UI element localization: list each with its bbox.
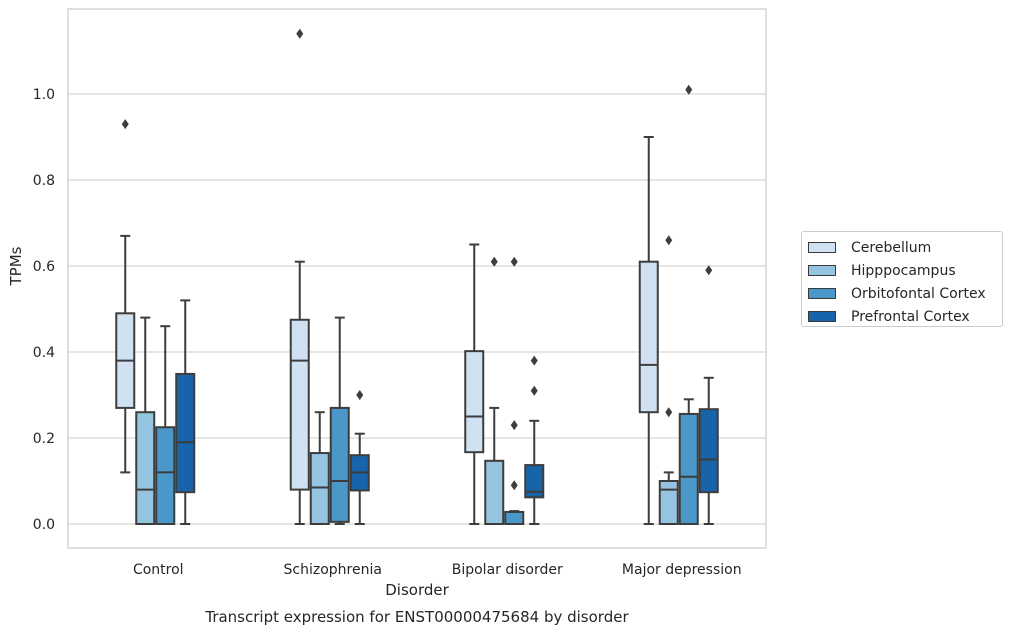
box-3-0 bbox=[175, 299, 196, 525]
box-body bbox=[155, 426, 176, 525]
x-tick-label: Major depression bbox=[622, 562, 742, 578]
y-tick-label: 0.2 bbox=[33, 431, 55, 447]
box-body bbox=[638, 260, 659, 414]
box-2-1 bbox=[329, 316, 350, 525]
box-body bbox=[504, 510, 525, 525]
box-0-3 bbox=[638, 136, 659, 525]
legend-item-orbitofrontal-cortex: Orbitofontal Cortex bbox=[808, 282, 1002, 305]
outlier-point bbox=[121, 119, 129, 130]
outlier-point bbox=[665, 407, 673, 418]
box-1-2 bbox=[484, 256, 505, 526]
y-tick-label: 1.0 bbox=[33, 87, 55, 103]
box-body bbox=[309, 452, 330, 525]
y-axis-label: TPMs bbox=[7, 246, 25, 286]
outlier-point bbox=[510, 420, 518, 431]
box-0-1 bbox=[289, 28, 310, 525]
box-3-2 bbox=[524, 355, 545, 525]
outlier-point bbox=[530, 355, 538, 366]
legend-label-prefrontal-cortex: Prefrontal Cortex bbox=[851, 308, 970, 325]
box-3-1 bbox=[349, 390, 370, 525]
box-1-0 bbox=[135, 316, 156, 526]
y-tick-label: 0.4 bbox=[33, 345, 55, 361]
y-tick-label: 0.0 bbox=[33, 517, 55, 533]
legend: Cerebellum Hipppocampus Orbitofontal Cor… bbox=[801, 231, 1003, 327]
legend-item-cerebellum: Cerebellum bbox=[808, 236, 1002, 259]
legend-swatch-orbitofrontal-cortex bbox=[808, 288, 836, 299]
plot-area-frame bbox=[67, 8, 767, 549]
box-body bbox=[678, 412, 699, 526]
legend-swatch-prefrontal-cortex bbox=[808, 311, 836, 322]
box-body bbox=[135, 411, 156, 526]
boxes bbox=[115, 28, 719, 526]
box-body bbox=[175, 372, 196, 494]
chart-title: Transcript expression for ENST0000047568… bbox=[204, 608, 629, 626]
box-body bbox=[524, 464, 545, 499]
outlier-point bbox=[665, 235, 673, 246]
x-tick-label: Control bbox=[133, 562, 184, 578]
box-2-0 bbox=[155, 325, 176, 525]
box-body bbox=[484, 459, 505, 526]
legend-label-hippocampus: Hipppocampus bbox=[851, 262, 956, 279]
outlier-point bbox=[490, 256, 498, 267]
x-tick-label: Bipolar disorder bbox=[452, 562, 563, 578]
x-axis-ticks: Control Schizophrenia Bipolar disorder Majo… bbox=[133, 562, 742, 578]
legend-swatch-cerebellum bbox=[808, 242, 836, 253]
x-tick-label: Schizophrenia bbox=[284, 562, 382, 578]
box-body bbox=[329, 406, 350, 523]
box-1-1 bbox=[309, 411, 330, 525]
box-body bbox=[289, 318, 310, 491]
outlier-point bbox=[510, 480, 518, 491]
y-axis-ticks: 0.0 0.2 0.4 0.6 0.8 1.0 bbox=[33, 87, 55, 533]
box-2-2 bbox=[504, 256, 525, 525]
outlier-point bbox=[685, 84, 693, 95]
box-3-3 bbox=[698, 265, 719, 525]
legend-item-prefrontal-cortex: Prefrontal Cortex bbox=[808, 305, 1002, 328]
outlier-point bbox=[356, 390, 364, 400]
box-body bbox=[698, 408, 719, 494]
legend-swatch-hippocampus bbox=[808, 265, 836, 276]
outlier-point bbox=[510, 256, 518, 267]
outlier-point bbox=[705, 265, 713, 276]
box-1-3 bbox=[658, 235, 679, 525]
box-0-0 bbox=[115, 119, 136, 474]
outlier-point bbox=[530, 385, 538, 396]
legend-label-orbitofrontal-cortex: Orbitofontal Cortex bbox=[851, 285, 986, 302]
legend-label-cerebellum: Cerebellum bbox=[851, 239, 932, 256]
y-tick-label: 0.6 bbox=[33, 259, 55, 275]
x-axis-label: Disorder bbox=[385, 581, 449, 599]
outlier-point bbox=[296, 28, 304, 39]
legend-item-hippocampus: Hipppocampus bbox=[808, 259, 1002, 282]
y-tick-label: 0.8 bbox=[33, 173, 55, 189]
box-body bbox=[658, 480, 679, 525]
box-2-3 bbox=[678, 84, 699, 526]
box-body bbox=[464, 350, 485, 454]
box-0-2 bbox=[464, 243, 485, 525]
